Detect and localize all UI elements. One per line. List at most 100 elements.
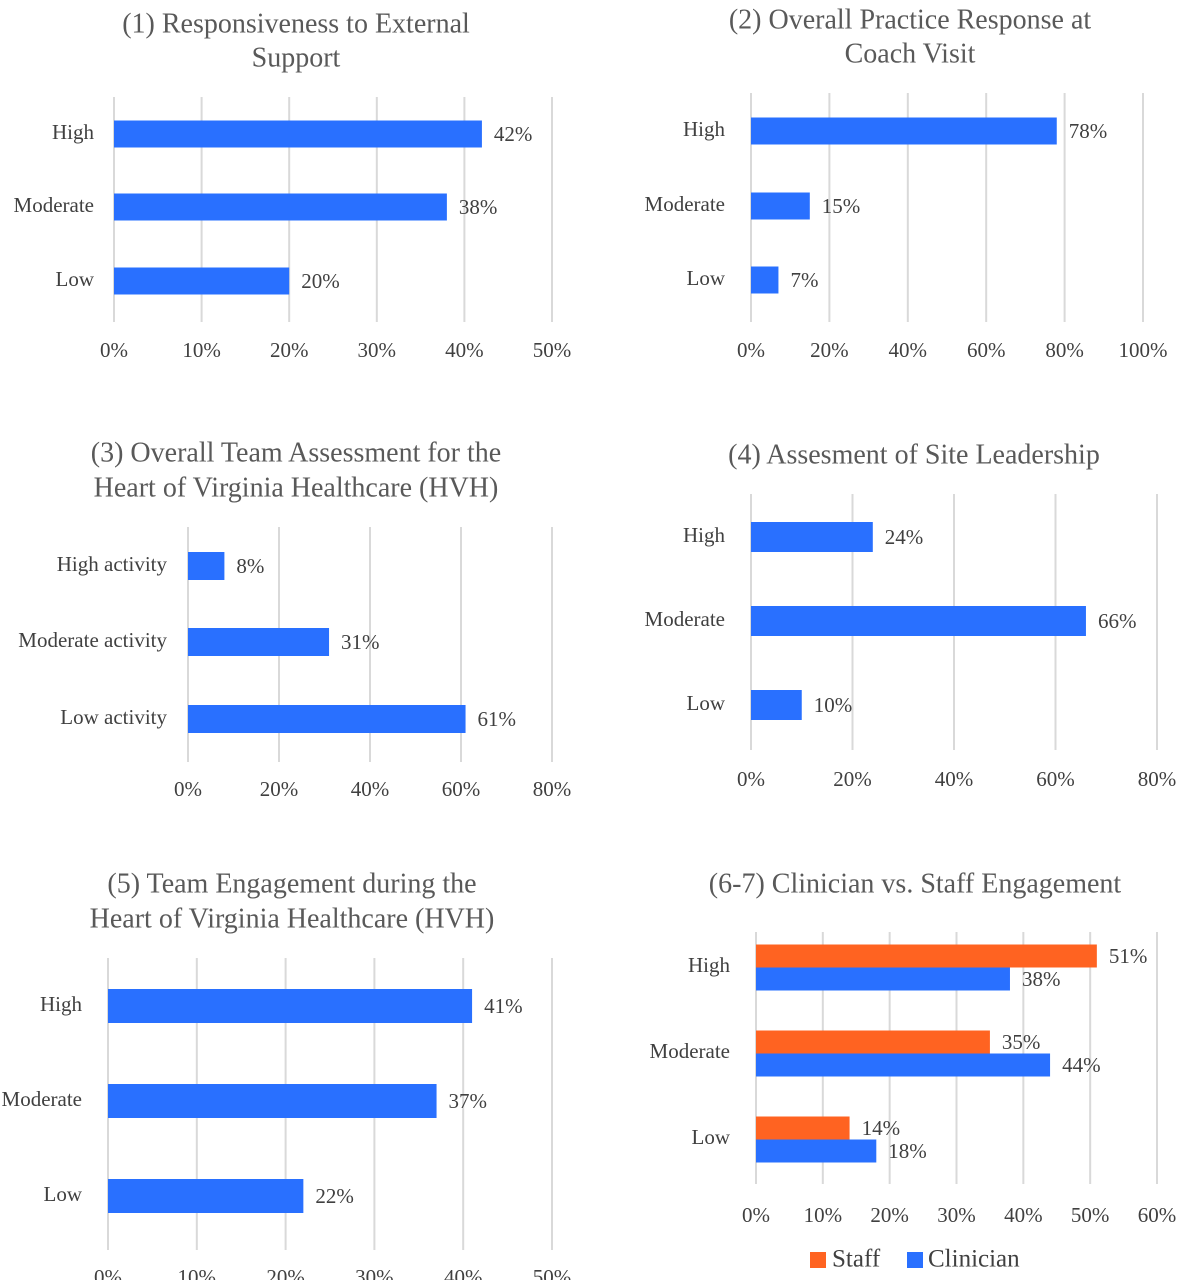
- data-label: 51%: [1109, 944, 1148, 968]
- x-tick-label: 60%: [1036, 767, 1075, 791]
- data-label: 35%: [1002, 1030, 1041, 1054]
- chart-3: (3) Overall Team Assessment for the Heart…: [18, 437, 571, 800]
- data-label: 78%: [1069, 119, 1108, 143]
- data-label: 15%: [822, 194, 861, 218]
- chart-6: (6-7) Clinician vs. Staff Engagement 0% 10…: [650, 868, 1177, 1272]
- data-label: 38%: [1022, 967, 1061, 991]
- bar: [751, 690, 802, 720]
- chart-4: (4) Assesment of Site Leadership 0% 20% 40%…: [645, 439, 1177, 790]
- data-label: 8%: [236, 554, 264, 578]
- data-label: 38%: [459, 195, 498, 219]
- x-tick-label: 30%: [358, 338, 397, 362]
- legend-swatch: [810, 1252, 826, 1268]
- x-tick-label: 20%: [266, 1265, 305, 1280]
- x-tick-label: 20%: [260, 777, 299, 801]
- category-label: Low: [687, 266, 726, 290]
- chart-title-line: (3) Overall Team Assessment for the: [91, 437, 501, 468]
- x-tick-label: 10%: [178, 1265, 217, 1280]
- bar: [188, 705, 466, 733]
- category-label: Low: [56, 267, 95, 291]
- data-label: 7%: [790, 268, 818, 292]
- category-label: Moderate: [645, 607, 725, 631]
- bar: [751, 192, 810, 220]
- x-tick-label: 0%: [100, 338, 128, 362]
- x-tick-label: 20%: [833, 767, 872, 791]
- legend-label: Clinician: [928, 1246, 1020, 1273]
- bar: [756, 1116, 850, 1140]
- category-label: Low activity: [60, 705, 167, 729]
- x-tick-label: 0%: [94, 1265, 122, 1280]
- bar: [751, 606, 1086, 636]
- chart-title-line: Heart of Virginia Healthcare (HVH): [90, 903, 495, 934]
- category-label: High activity: [57, 552, 168, 576]
- category-label: Low: [687, 691, 726, 715]
- category-label: Low: [44, 1182, 83, 1206]
- bar: [108, 989, 473, 1023]
- x-tick-label: 40%: [445, 338, 484, 362]
- bar: [756, 1030, 990, 1054]
- data-label: 10%: [814, 693, 853, 717]
- x-tick-label: 40%: [444, 1265, 483, 1280]
- bar: [756, 967, 1010, 991]
- bar: [751, 266, 779, 294]
- bar: [188, 552, 225, 580]
- chart-title-line: Coach Visit: [845, 38, 976, 69]
- x-tick-label: 80%: [1138, 767, 1177, 791]
- x-tick-label: 40%: [1004, 1203, 1043, 1227]
- x-tick-label: 0%: [737, 338, 765, 362]
- x-tick-label: 100%: [1119, 338, 1168, 362]
- category-label: High: [52, 120, 95, 144]
- bar: [751, 117, 1057, 145]
- data-label: 14%: [862, 1116, 901, 1140]
- category-label: Moderate: [650, 1039, 730, 1063]
- chart-title-line: (4) Assesment of Site Leadership: [728, 439, 1100, 470]
- chart-title-line: (5) Team Engagement during the: [107, 868, 476, 899]
- data-label: 42%: [494, 122, 533, 146]
- x-tick-label: 20%: [870, 1203, 909, 1227]
- bar: [756, 1053, 1051, 1077]
- x-tick-label: 40%: [351, 777, 390, 801]
- category-label: Low: [692, 1125, 731, 1149]
- x-tick-label: 20%: [810, 338, 849, 362]
- x-tick-label: 50%: [533, 338, 572, 362]
- chart-title-line: Heart of Virginia Healthcare (HVH): [94, 472, 499, 503]
- x-tick-label: 30%: [355, 1265, 394, 1280]
- chart-title-line: (1) Responsiveness to External: [122, 8, 470, 39]
- data-label: 37%: [449, 1089, 488, 1113]
- bar: [756, 1139, 877, 1163]
- x-tick-label: 0%: [742, 1203, 770, 1227]
- x-tick-label: 80%: [1045, 338, 1084, 362]
- legend-swatch: [907, 1252, 923, 1268]
- category-label: Moderate: [14, 193, 94, 217]
- category-label: Moderate: [2, 1087, 82, 1111]
- category-label: High: [683, 117, 726, 141]
- x-tick-label: 0%: [737, 767, 765, 791]
- category-label: Moderate activity: [18, 628, 167, 652]
- data-label: 22%: [315, 1184, 354, 1208]
- data-label: 31%: [341, 630, 380, 654]
- chart-5: (5) Team Engagement during the Heart of V…: [2, 868, 572, 1280]
- data-label: 41%: [484, 994, 522, 1018]
- x-tick-label: 60%: [442, 777, 481, 801]
- x-tick-label: 0%: [174, 777, 202, 801]
- data-label: 44%: [1062, 1053, 1101, 1077]
- data-label: 66%: [1098, 609, 1137, 633]
- x-tick-label: 80%: [533, 777, 572, 801]
- chart-title-line: (2) Overall Practice Response at: [729, 4, 1092, 35]
- data-label: 20%: [301, 269, 340, 293]
- bar: [114, 120, 482, 148]
- x-tick-label: 60%: [1138, 1203, 1177, 1227]
- x-tick-label: 60%: [967, 338, 1006, 362]
- data-label: 24%: [885, 525, 924, 549]
- data-label: 18%: [888, 1139, 927, 1163]
- x-tick-label: 10%: [182, 338, 221, 362]
- chart-title-line: Support: [252, 42, 341, 73]
- legend: Staff Clinician: [810, 1246, 1020, 1273]
- category-label: High: [40, 992, 83, 1016]
- bar: [114, 267, 290, 295]
- legend-label: Staff: [832, 1246, 881, 1273]
- x-tick-label: 50%: [1071, 1203, 1110, 1227]
